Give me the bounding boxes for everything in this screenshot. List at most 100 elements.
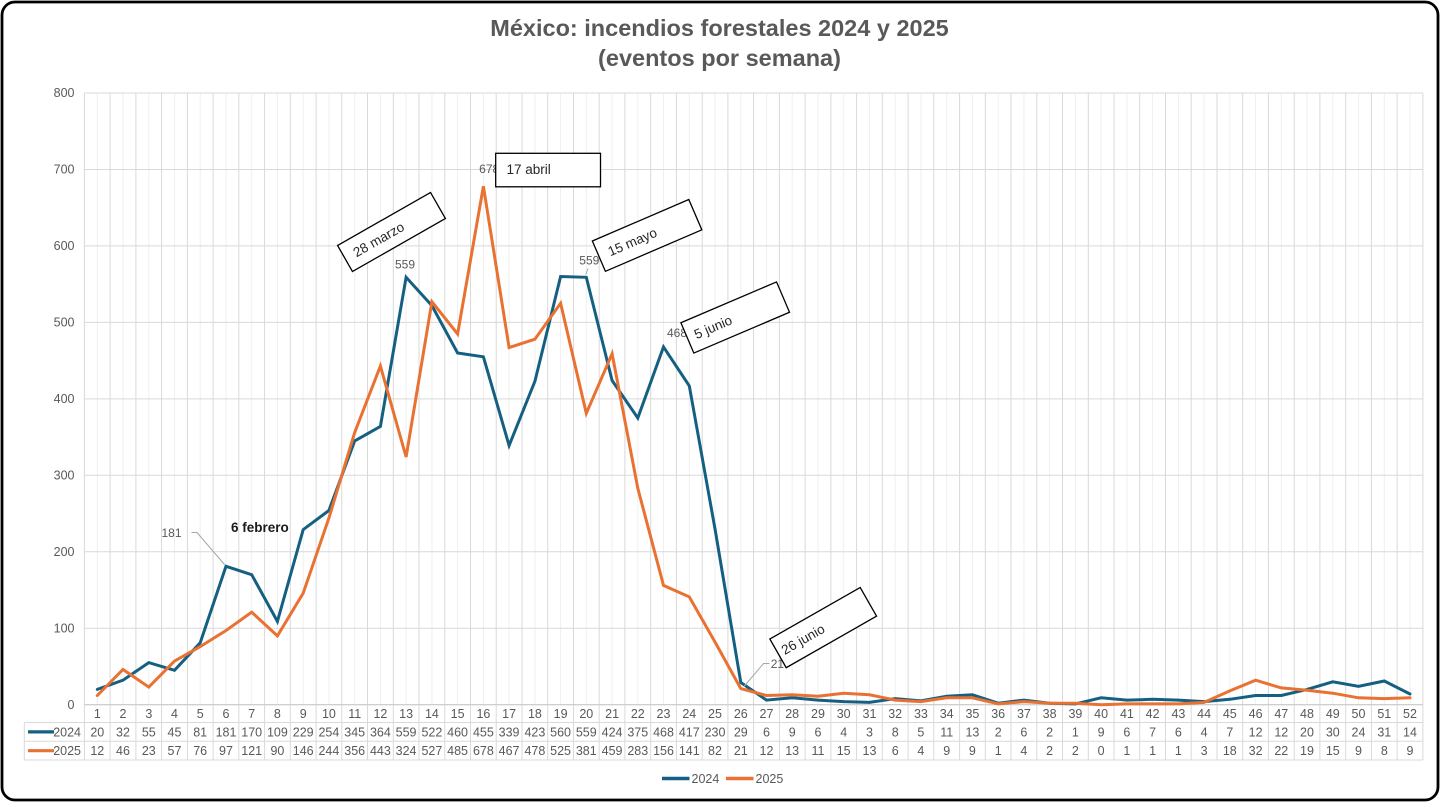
svg-text:8: 8: [274, 707, 281, 721]
svg-text:4: 4: [840, 725, 847, 739]
svg-text:559: 559: [576, 725, 597, 739]
svg-text:43: 43: [1171, 707, 1185, 721]
svg-text:244: 244: [318, 744, 339, 758]
svg-text:6: 6: [1123, 725, 1130, 739]
svg-text:1: 1: [94, 707, 101, 721]
svg-text:467: 467: [499, 744, 520, 758]
svg-text:6: 6: [892, 744, 899, 758]
svg-text:19: 19: [1300, 744, 1314, 758]
svg-text:485: 485: [447, 744, 468, 758]
svg-text:52: 52: [1403, 707, 1417, 721]
svg-text:51: 51: [1377, 707, 1391, 721]
svg-text:560: 560: [550, 725, 571, 739]
svg-text:6: 6: [763, 725, 770, 739]
svg-text:44: 44: [1197, 707, 1211, 721]
svg-text:36: 36: [991, 707, 1005, 721]
svg-text:13: 13: [785, 744, 799, 758]
svg-text:14: 14: [1403, 725, 1417, 739]
svg-text:0: 0: [1098, 744, 1105, 758]
svg-text:1: 1: [1175, 744, 1182, 758]
svg-text:181: 181: [216, 725, 237, 739]
svg-text:146: 146: [293, 744, 314, 758]
svg-text:109: 109: [267, 725, 288, 739]
svg-text:29: 29: [811, 707, 825, 721]
svg-text:527: 527: [421, 744, 442, 758]
svg-text:300: 300: [54, 469, 75, 483]
svg-text:47: 47: [1274, 707, 1288, 721]
svg-text:9: 9: [1355, 744, 1362, 758]
svg-text:24: 24: [1352, 725, 1366, 739]
svg-text:2: 2: [1046, 744, 1053, 758]
svg-text:468: 468: [667, 326, 687, 340]
svg-text:81: 81: [193, 725, 207, 739]
svg-text:32: 32: [888, 707, 902, 721]
svg-text:76: 76: [193, 744, 207, 758]
svg-text:2025: 2025: [756, 772, 784, 786]
svg-text:12: 12: [1274, 725, 1288, 739]
svg-text:9: 9: [789, 725, 796, 739]
svg-text:11: 11: [348, 707, 361, 721]
svg-text:32: 32: [116, 725, 130, 739]
svg-text:7: 7: [1149, 725, 1156, 739]
svg-text:2025: 2025: [53, 744, 81, 758]
svg-text:1: 1: [1072, 725, 1079, 739]
svg-text:423: 423: [524, 725, 545, 739]
svg-text:559: 559: [396, 725, 417, 739]
svg-text:21: 21: [605, 707, 619, 721]
svg-text:13: 13: [399, 707, 413, 721]
svg-text:20: 20: [579, 707, 593, 721]
svg-text:48: 48: [1300, 707, 1314, 721]
svg-text:45: 45: [1223, 707, 1237, 721]
svg-text:9: 9: [943, 744, 950, 758]
svg-text:678: 678: [479, 162, 499, 176]
svg-text:5: 5: [917, 725, 924, 739]
svg-text:4: 4: [1201, 725, 1208, 739]
svg-text:339: 339: [499, 725, 520, 739]
svg-text:9: 9: [969, 744, 976, 758]
svg-text:13: 13: [863, 744, 877, 758]
svg-text:6: 6: [1020, 725, 1027, 739]
svg-text:46: 46: [1249, 707, 1263, 721]
svg-text:11: 11: [940, 725, 953, 739]
svg-text:29: 29: [734, 725, 748, 739]
svg-text:6 febrero: 6 febrero: [231, 520, 289, 535]
svg-text:México: incendios forestales 2: México: incendios forestales 2024 y 2025: [490, 15, 948, 41]
svg-text:559: 559: [395, 258, 415, 272]
svg-text:23: 23: [657, 707, 671, 721]
svg-text:181: 181: [161, 526, 181, 540]
svg-text:364: 364: [370, 725, 391, 739]
svg-text:1: 1: [995, 744, 1002, 758]
svg-text:55: 55: [142, 725, 156, 739]
svg-text:13: 13: [965, 725, 979, 739]
svg-text:4: 4: [917, 744, 924, 758]
svg-text:10: 10: [322, 707, 336, 721]
svg-text:230: 230: [705, 725, 726, 739]
svg-text:35: 35: [965, 707, 979, 721]
svg-text:11: 11: [812, 744, 825, 758]
svg-text:121: 121: [241, 744, 262, 758]
svg-text:468: 468: [653, 725, 674, 739]
svg-text:229: 229: [293, 725, 314, 739]
svg-text:19: 19: [554, 707, 568, 721]
svg-text:525: 525: [550, 744, 571, 758]
svg-text:7: 7: [1226, 725, 1233, 739]
svg-text:8: 8: [1381, 744, 1388, 758]
svg-text:26: 26: [734, 707, 748, 721]
svg-text:14: 14: [425, 707, 439, 721]
svg-text:97: 97: [219, 744, 233, 758]
svg-text:12: 12: [90, 744, 104, 758]
svg-text:(eventos por semana): (eventos por semana): [598, 45, 841, 71]
svg-text:16: 16: [476, 707, 490, 721]
svg-text:30: 30: [837, 707, 851, 721]
svg-text:800: 800: [54, 86, 75, 100]
svg-text:417: 417: [679, 725, 700, 739]
svg-text:455: 455: [473, 725, 494, 739]
svg-text:21: 21: [734, 744, 748, 758]
svg-text:12: 12: [760, 744, 774, 758]
svg-text:2: 2: [1046, 725, 1053, 739]
svg-text:12: 12: [373, 707, 387, 721]
svg-text:22: 22: [631, 707, 645, 721]
svg-text:24: 24: [682, 707, 696, 721]
svg-text:21: 21: [771, 657, 785, 671]
svg-text:46: 46: [116, 744, 130, 758]
